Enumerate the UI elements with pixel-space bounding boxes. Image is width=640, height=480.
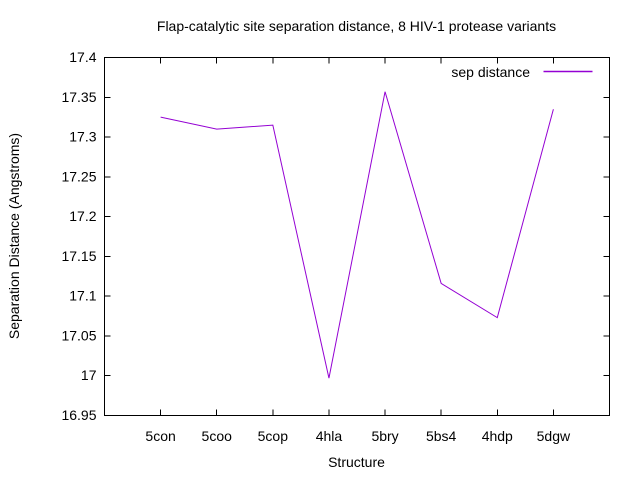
x-tick-label: 5bs4 <box>426 428 457 444</box>
y-tick-label: 17 <box>81 367 97 383</box>
y-tick-label: 17.3 <box>69 129 96 145</box>
y-tick-label: 16.95 <box>61 407 96 423</box>
data-line-sep-distance <box>160 91 554 379</box>
y-tick-label: 17.35 <box>61 89 96 105</box>
x-tick-label: 5con <box>145 428 175 444</box>
x-tick-label: 5cop <box>258 428 289 444</box>
chart-title: Flap-catalytic site separation distance,… <box>156 18 557 34</box>
x-axis-title: Structure <box>328 454 385 470</box>
y-tick-label: 17.2 <box>69 208 96 224</box>
y-tick-label: 17.15 <box>61 248 96 264</box>
x-tick-label: 5dgw <box>537 428 571 444</box>
y-axis-title: Separation Distance (Angstroms) <box>6 132 22 340</box>
x-tick-label: 5bry <box>371 428 398 444</box>
y-tick-label: 17.1 <box>69 288 96 304</box>
plot-border <box>104 57 610 416</box>
x-tick-label: 4hdp <box>482 428 513 444</box>
y-tick-label: 17.25 <box>61 168 96 184</box>
y-tick-label: 17.4 <box>69 49 96 65</box>
x-tick-label: 4hla <box>316 428 343 444</box>
legend-label: sep distance <box>451 64 530 80</box>
x-tick-label: 5coo <box>202 428 233 444</box>
y-tick-label: 17.05 <box>61 327 96 343</box>
